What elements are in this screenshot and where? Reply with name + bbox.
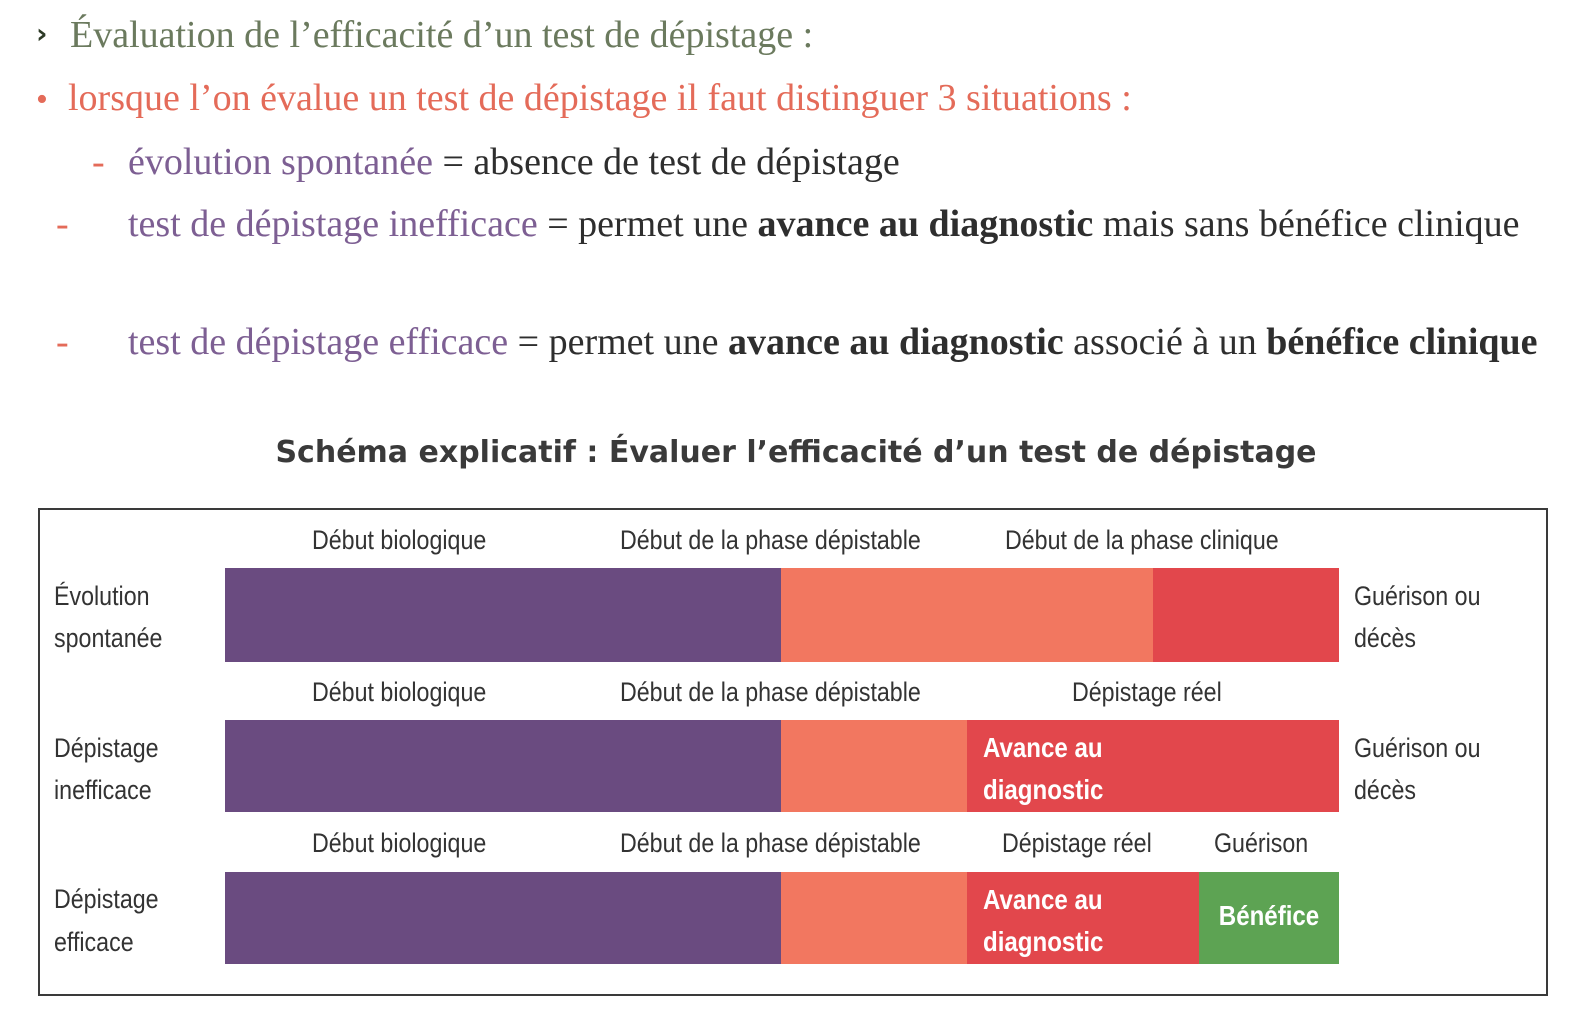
top-label-bio-start: Début biologique	[312, 828, 487, 858]
list-item-effective: - test de dépistage efficace = permet une…	[56, 314, 1548, 370]
row-label-line2: efficace	[54, 927, 134, 957]
equals: =	[508, 321, 549, 363]
definition-part: mais sans bénéfice clinique	[1093, 203, 1520, 245]
bar-segment-clinical	[1153, 568, 1339, 662]
intro-text: lorsque l’on évalue un test de dépistage…	[68, 77, 1132, 119]
definition-bold: avance au diagnostic	[727, 321, 1064, 363]
definition: absence de test de dépistage	[473, 141, 900, 183]
segment-text-line1: Avance au	[983, 884, 1103, 915]
end-label-line2: décès	[1354, 775, 1416, 805]
definition-part: permet une	[578, 203, 758, 245]
top-label-clinical-start: Début de la phase clinique	[1005, 525, 1279, 555]
bar-segment-screenable	[781, 568, 1153, 662]
section-heading: › Évaluation de l’efficacité d’un test de…	[36, 12, 813, 57]
top-label-actual-screening: Dépistage réel	[1002, 828, 1152, 858]
top-label-cure: Guérison	[1214, 828, 1309, 858]
segment-text-line2: diagnostic	[983, 926, 1104, 957]
bar-segment-screenable	[781, 720, 967, 812]
bullet-icon: •	[36, 81, 48, 118]
bar-segment-preclinical	[225, 568, 781, 662]
dash-icon: -	[56, 203, 69, 245]
segment-text: Bénéfice	[1218, 900, 1320, 931]
intro-bullet: • lorsque l’on évalue un test de dépistag…	[36, 76, 1132, 122]
top-label-bio-start: Début biologique	[312, 525, 487, 555]
definition-part: associé à un	[1063, 321, 1267, 363]
section-heading-text: Évaluation de l’efficacité d’un test de …	[70, 14, 814, 56]
list-item-spontaneous: - évolution spontanée = absence de test d…	[92, 140, 900, 184]
row-label-line1: Dépistage	[54, 733, 159, 763]
top-label-screenable-start: Début de la phase dépistable	[620, 525, 921, 555]
row-label-line2: inefficace	[54, 775, 152, 805]
equals: =	[432, 141, 474, 183]
end-label-line2: décès	[1354, 623, 1416, 653]
bar-segment-lead-time: Avance au diagnostic	[967, 720, 1339, 812]
segment-text-line2: diagnostic	[983, 774, 1104, 805]
term: test de dépistage efficace	[128, 321, 509, 363]
row-label-line2: spontanée	[54, 623, 163, 653]
schema-diagram: Début biologique Début de la phase dépis…	[38, 508, 1548, 996]
term: test de dépistage inefficace	[128, 203, 538, 245]
top-label-screenable-start: Début de la phase dépistable	[620, 677, 921, 707]
definition-bold: avance au diagnostic	[757, 203, 1094, 245]
bar-segment-benefit: Bénéfice	[1199, 872, 1339, 964]
top-label-actual-screening: Dépistage réel	[1072, 677, 1222, 707]
definition-part: permet une	[548, 321, 728, 363]
bar-segment-lead-time: Avance au diagnostic	[967, 872, 1199, 964]
row-label-line1: Évolution	[54, 581, 150, 611]
bar-segment-preclinical	[225, 872, 781, 964]
top-label-bio-start: Début biologique	[312, 677, 487, 707]
definition-bold: bénéfice clinique	[1266, 321, 1538, 363]
dash-icon: -	[92, 141, 105, 183]
segment-text-line1: Avance au	[983, 732, 1103, 763]
term: évolution spontanée	[128, 141, 433, 183]
dash-icon: -	[56, 321, 69, 363]
equals: =	[537, 203, 579, 245]
chevron-icon: ›	[36, 17, 48, 50]
schema-title: Schéma explicatif : Évaluer l’efficacité…	[275, 435, 1317, 470]
bar-segment-preclinical	[225, 720, 781, 812]
end-label-line1: Guérison ou	[1354, 733, 1481, 763]
end-label-line1: Guérison ou	[1354, 581, 1481, 611]
list-item-ineffective: - test de dépistage inefficace = permet u…	[56, 196, 1548, 252]
row-label-line1: Dépistage	[54, 884, 159, 914]
bar-segment-screenable	[781, 872, 967, 964]
top-label-screenable-start: Début de la phase dépistable	[620, 828, 921, 858]
